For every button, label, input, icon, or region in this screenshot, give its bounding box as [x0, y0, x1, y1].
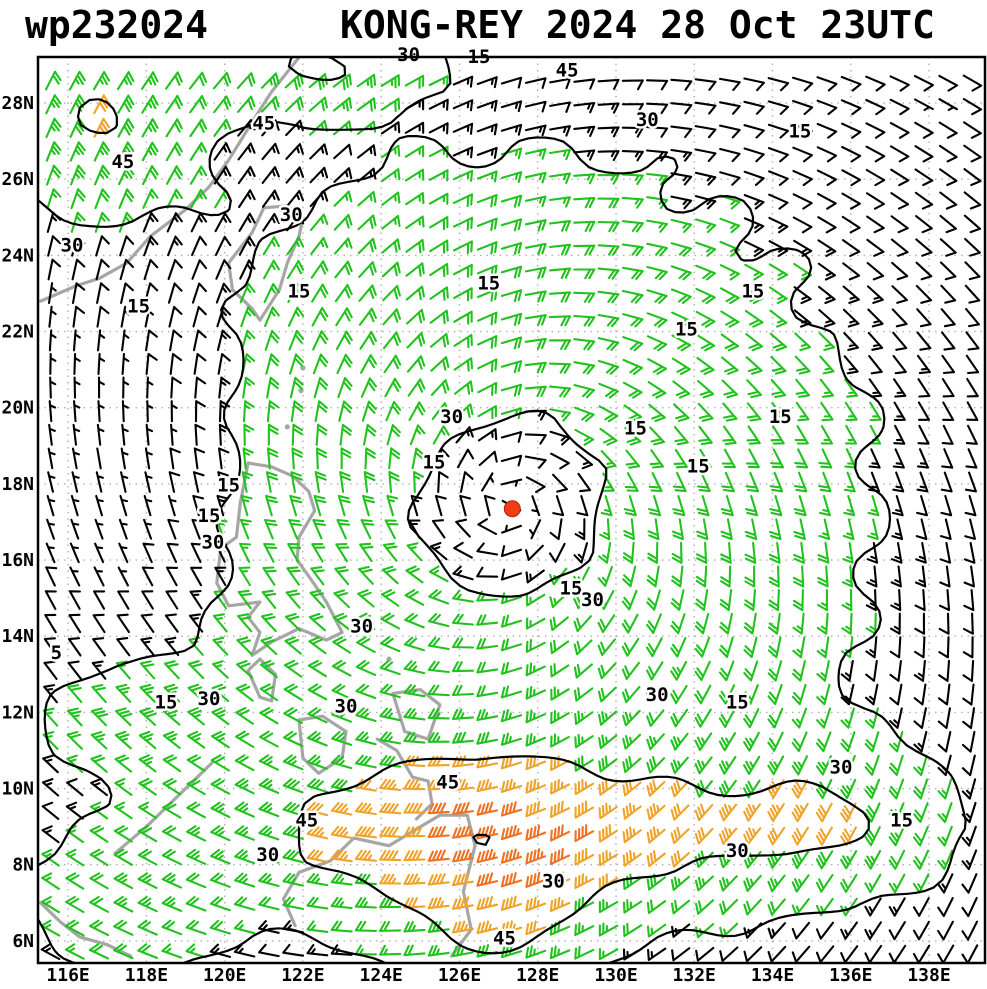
page-title: KONG-REY 2024 28 Oct 23UTC: [340, 3, 935, 47]
lat-axis-label: 16N: [1, 550, 34, 571]
island-dot: [284, 424, 290, 430]
lat-axis-label: 10N: [1, 779, 34, 800]
lat-axis-label: 26N: [1, 169, 34, 190]
lon-axis-label: 132E: [673, 965, 716, 986]
coastline: [246, 657, 278, 703]
contour-label: 15: [788, 120, 811, 142]
contour-label: 30: [280, 204, 303, 226]
contour-label: 45: [493, 928, 516, 950]
contour-label: 30: [726, 840, 749, 862]
map-frame: [36, 55, 987, 965]
lon-axis-label: 126E: [438, 965, 481, 986]
lon-axis-label: 128E: [516, 965, 559, 986]
lon-axis-label: 124E: [360, 965, 403, 986]
contour-label: 15: [687, 456, 710, 478]
lon-axis-label: 136E: [829, 965, 872, 986]
lat-axis-label: 28N: [1, 93, 34, 114]
contour-label: 15: [217, 475, 240, 497]
lat-axis-label: 20N: [1, 398, 34, 419]
contour-label: 30: [830, 756, 853, 778]
contour-label: 15: [890, 810, 913, 832]
storm-marker-layer: [503, 500, 521, 518]
contour-label: 15: [769, 406, 792, 428]
contour-label: 15: [198, 505, 221, 527]
lat-axis-label: 24N: [1, 245, 34, 266]
isotach-contour-15: [38, 57, 967, 963]
contour-label: 30: [61, 235, 84, 257]
isotach-contours-layer: [38, 57, 967, 963]
contour-label: 30: [646, 684, 669, 706]
coastline: [113, 760, 215, 855]
coastline: [281, 870, 301, 928]
lon-axis-label: 116E: [46, 965, 89, 986]
contour-label: 45: [295, 810, 318, 832]
contour-label: 45: [252, 113, 275, 135]
contour-label: 15: [155, 692, 178, 714]
wind-barb-set: [40, 70, 954, 961]
lat-axis-label: 18N: [1, 474, 34, 495]
lon-axis-label: 122E: [281, 965, 324, 986]
lat-axis-label: 12N: [1, 702, 34, 723]
contour-label: 15: [741, 280, 764, 302]
contour-label: 15: [675, 318, 698, 340]
wind-barb-set: [93, 94, 857, 936]
storm-id-label: wp232024: [25, 3, 208, 47]
lat-axis-label: 14N: [1, 626, 34, 647]
contour-label: 15: [127, 296, 150, 318]
lat-axis-label: 6N: [12, 931, 34, 952]
contour-label: 15: [477, 273, 500, 295]
lon-axis-label: 134E: [751, 965, 794, 986]
contour-label: 30: [201, 532, 224, 554]
contour-label: 30: [581, 589, 604, 611]
contour-label: 30: [198, 688, 221, 710]
contour-label: 15: [726, 692, 749, 714]
contour-label: 15: [624, 417, 647, 439]
contour-label: 30: [542, 871, 565, 893]
lon-axis-label: 118E: [125, 965, 168, 986]
contour-label: 30: [335, 695, 358, 717]
coastline: [39, 57, 301, 303]
contour-label: 30: [256, 844, 279, 866]
lon-axis-label: 130E: [594, 965, 637, 986]
contour-label: 30: [397, 44, 420, 66]
wind-barbs-layer: [40, 70, 983, 963]
storm-center-marker: [503, 500, 521, 518]
contour-label: 45: [556, 59, 579, 81]
isotach-contour-30: [76, 57, 870, 955]
contour-label: 15: [423, 452, 446, 474]
contour-label: 45: [436, 772, 459, 794]
contour-label: 45: [111, 151, 134, 173]
axis-labels-layer: 116E 118E 120E 122E 124E 126E 128E 130E 132E 134E…: [1, 93, 950, 986]
coastline: [375, 737, 434, 821]
lat-axis-label: 22N: [1, 322, 34, 343]
contour-label: 30: [440, 406, 463, 428]
contour-label: 15: [560, 577, 583, 599]
contour-label: 5: [51, 642, 62, 664]
lon-axis-label: 138E: [907, 965, 950, 986]
lon-axis-label: 120E: [203, 965, 246, 986]
isotach-contour-45: [472, 833, 491, 846]
contour-label: 30: [636, 109, 659, 131]
contour-label: 15: [288, 280, 311, 302]
wind-barb-set: [427, 801, 595, 888]
contour-label: 30: [350, 615, 373, 637]
lat-axis-label: 8N: [12, 855, 34, 876]
